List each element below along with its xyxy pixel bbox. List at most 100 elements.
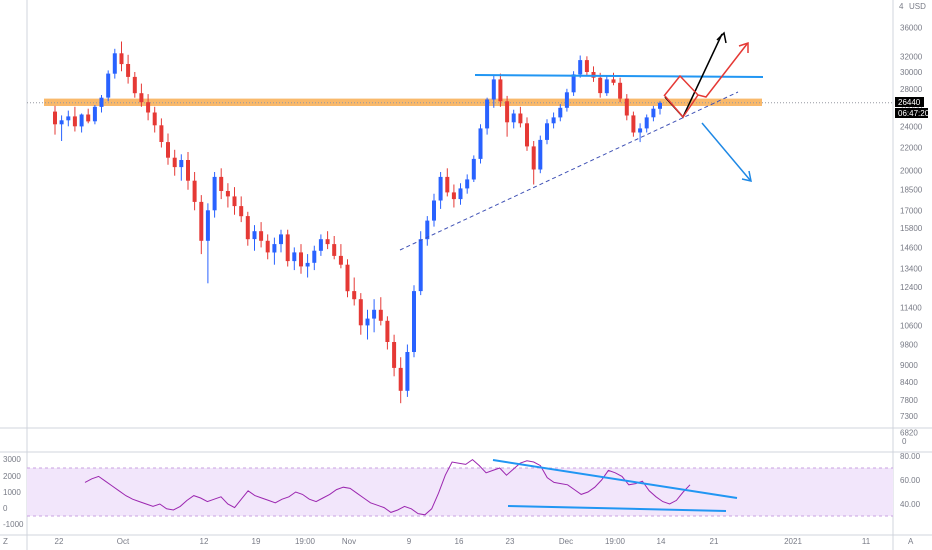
candle-body (279, 234, 283, 245)
black-arrowhead (716, 31, 727, 44)
currency-label: USD (909, 2, 926, 11)
candle-body (205, 210, 210, 241)
candle-body (199, 201, 204, 241)
time-tick: Oct (117, 537, 130, 546)
zero-tick: 0 (902, 437, 907, 446)
candle-body (166, 142, 170, 158)
top-tick-label: 4 (899, 2, 904, 11)
price-tick: 6820 (900, 429, 918, 438)
candle-body (564, 92, 569, 108)
candle-body (338, 255, 343, 265)
candle-body (139, 93, 144, 103)
candle-body (53, 111, 57, 125)
candles-group (53, 41, 662, 404)
candle-body (152, 112, 157, 126)
time-tick: 19 (252, 537, 261, 546)
rsi-line (84, 458, 691, 516)
candle-body (225, 191, 230, 197)
candle-body (624, 98, 629, 116)
price-tick: 10600 (900, 321, 923, 330)
rsi-axis: 80.00 60.00 40.00 (900, 452, 921, 509)
candle-body (398, 367, 403, 391)
time-axis: 22 Oct 12 19 19:00 Nov 9 16 23 Dec 19:00 14 21 2021 11 (55, 537, 871, 546)
time-tick: 2021 (784, 537, 802, 546)
candle-body (604, 79, 609, 94)
candle-body (651, 108, 656, 118)
candle-body (365, 318, 370, 326)
candle-body (505, 101, 510, 123)
price-tick: 9000 (900, 361, 918, 370)
candle-body (525, 123, 529, 147)
rsi-left-tick: 0 (3, 504, 8, 513)
candle-body (465, 179, 470, 189)
time-tick: 16 (455, 537, 464, 546)
price-axis: 36000 32000 30000 28000 26000 24000 22000 20000… (900, 24, 923, 438)
price-tick: 28000 (900, 85, 923, 94)
rsi-left-tick: 3000 (3, 455, 21, 464)
rsi-tick: 80.00 (900, 452, 921, 461)
candle-body (451, 192, 456, 200)
candle-body (425, 220, 430, 240)
candle-body (126, 64, 131, 77)
price-tick: 14600 (900, 243, 923, 252)
price-tick: 18500 (900, 186, 923, 195)
time-tick: 14 (657, 537, 666, 546)
candle-body (578, 60, 583, 75)
time-tick: 12 (200, 537, 209, 546)
countdown-label: 06:47:20 (898, 109, 930, 118)
price-tick: 12400 (900, 283, 923, 292)
candle-body (59, 120, 64, 125)
candle-body (518, 113, 523, 124)
candle-body (345, 264, 350, 292)
candle-body (598, 77, 603, 94)
rsi-band (27, 468, 893, 516)
price-tick: 26000 (900, 103, 923, 112)
candle-body (432, 200, 436, 221)
price-tick: 30000 (900, 68, 923, 77)
red-arrowhead (738, 41, 749, 53)
candle-body (325, 239, 330, 245)
candle-body (478, 128, 483, 159)
candle-body (86, 114, 91, 122)
candle-body (352, 291, 357, 300)
candle-body (412, 291, 416, 352)
candle-body (146, 102, 151, 113)
time-tick: Nov (342, 537, 356, 546)
z-label[interactable]: Z (3, 537, 8, 546)
price-tick: 7300 (900, 412, 918, 421)
candle-body (305, 262, 310, 267)
countdown-box (895, 108, 928, 118)
rsi-tick: 40.00 (900, 500, 921, 509)
candle-body (172, 157, 177, 168)
price-tick: 36000 (900, 24, 923, 33)
candle-body (571, 74, 576, 93)
candle-body (232, 196, 237, 207)
last-price-label: 26440 (898, 98, 921, 107)
candle-body (66, 116, 71, 121)
candle-body (245, 216, 250, 240)
candle-body (378, 309, 383, 321)
candle-body (458, 188, 463, 200)
rsi-left-axis: 3000 2000 1000 0 -1000 (3, 455, 24, 529)
candle-body (252, 231, 257, 240)
rsi-line-group (84, 458, 691, 516)
top-trendline (474, 74, 764, 78)
price-tick: 22000 (900, 144, 923, 153)
candle-body (418, 239, 423, 292)
candle-body (392, 342, 397, 368)
last-price-box[interactable] (895, 97, 924, 107)
time-tick: 23 (506, 537, 515, 546)
candle-body (318, 239, 323, 251)
time-tick: 21 (710, 537, 719, 546)
candle-body (119, 53, 124, 65)
candle-body (511, 113, 516, 123)
rising-support-line (399, 91, 739, 251)
candle-body (584, 60, 589, 72)
rsi-left-tick: 2000 (3, 472, 21, 481)
rsi-upper-trendline (492, 459, 738, 499)
candle-body (545, 123, 549, 140)
candle-body (92, 106, 97, 122)
candle-body (112, 53, 117, 74)
a-label[interactable]: A (908, 537, 914, 546)
